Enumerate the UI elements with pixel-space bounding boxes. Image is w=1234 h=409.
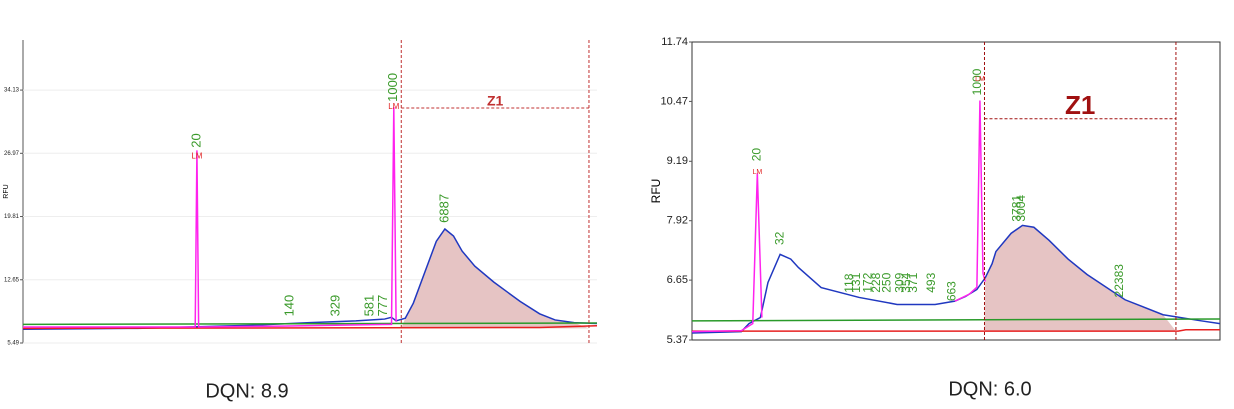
peak-label: 20: [188, 133, 203, 147]
peak-label: 6887: [436, 194, 451, 223]
peak-label: 309: [892, 272, 906, 292]
peak-label: 1000: [970, 68, 984, 95]
trace-line: [22, 322, 598, 326]
caption: DQN: 6.0: [948, 378, 1031, 400]
peak-label: 354: [899, 272, 913, 292]
y-tick-label: 6.65: [667, 274, 688, 286]
marker-label: LM: [975, 76, 985, 83]
peak-label: 329: [327, 295, 342, 317]
peak-label: 3004: [1014, 195, 1028, 222]
peak-label: 663: [945, 281, 959, 301]
trace-line: [692, 328, 1220, 332]
y-tick-label: 19.81: [4, 214, 20, 220]
trace-line: [22, 324, 598, 330]
y-axis-label: RFU: [3, 184, 10, 198]
y-tick-label: 9.19: [667, 155, 688, 167]
y-axis-label: RFU: [649, 179, 663, 204]
y-tick-label: 11.74: [661, 36, 688, 48]
peak-label: 250: [879, 272, 893, 292]
peak-label: 777: [375, 295, 390, 317]
peak-label: 581: [362, 295, 377, 317]
zone-fill: [401, 228, 589, 329]
y-tick-label: 5.37: [667, 334, 688, 346]
marker-label: LM: [752, 169, 762, 176]
peak-label: 131: [849, 272, 863, 292]
plot-frame: [691, 41, 1221, 341]
y-tick-label: 7.92: [667, 215, 688, 227]
y-tick-label: 5.49: [7, 341, 19, 347]
peak-label: 493: [924, 272, 938, 292]
marker-label: LM: [388, 102, 399, 111]
peak-label: 32: [772, 231, 786, 245]
caption: DQN: 8.9: [205, 380, 288, 402]
marker-label: LM: [191, 152, 202, 161]
peak-label: 3781: [1009, 195, 1023, 222]
trace-line: [23, 107, 397, 328]
zone-label: Z1: [1065, 90, 1095, 120]
peak-label: 118: [842, 273, 856, 292]
y-tick-label: 34.13: [4, 88, 20, 94]
y-tick-label: 26.97: [4, 151, 20, 157]
peak-label: 1000: [385, 73, 400, 102]
peak-label: 20: [750, 148, 764, 162]
y-tick-label: 10.47: [660, 95, 688, 107]
trace-line: [22, 227, 598, 330]
peak-label: 140: [281, 295, 296, 317]
peak-label: 371: [906, 272, 920, 292]
peak-label: 172: [860, 272, 874, 292]
peak-label: 22383: [1112, 264, 1126, 298]
trace-line: [691, 318, 1221, 322]
zone-fill: [984, 225, 1176, 332]
peak-label: 228: [869, 272, 883, 292]
trace-line: [691, 100, 986, 333]
y-tick-label: 12.65: [4, 277, 20, 283]
zone-label: Z1: [487, 92, 504, 108]
